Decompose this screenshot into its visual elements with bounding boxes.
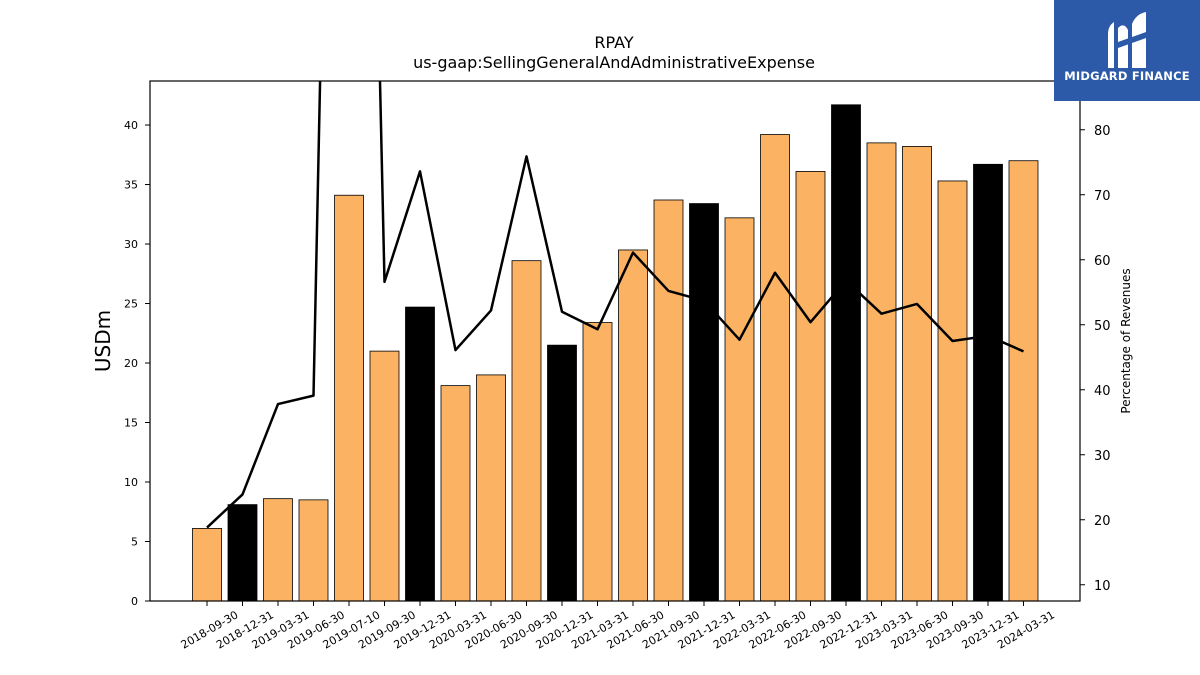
bar bbox=[1008, 160, 1039, 602]
y-tick-label: 15 bbox=[124, 417, 138, 430]
y-tick-label: 35 bbox=[124, 179, 138, 192]
bar bbox=[902, 146, 932, 602]
bar bbox=[724, 217, 755, 602]
y2-tick-label: 20 bbox=[1094, 514, 1111, 529]
y-tick-label: 40 bbox=[124, 119, 138, 132]
bar bbox=[227, 504, 258, 602]
bar bbox=[547, 344, 577, 602]
y-tick-label: 20 bbox=[124, 357, 138, 370]
y2-axis: 10 20 30 40 50 60 70 80 bbox=[1080, 124, 1111, 594]
bar bbox=[440, 385, 471, 602]
logo: MIDGARD FINANCE bbox=[1054, 0, 1200, 101]
bar bbox=[192, 528, 222, 602]
y2-tick-label: 80 bbox=[1094, 124, 1111, 139]
y-tick-label: 10 bbox=[124, 476, 138, 489]
bar bbox=[298, 499, 329, 602]
bar bbox=[405, 306, 435, 602]
y2-tick-label: 30 bbox=[1094, 449, 1111, 464]
bar bbox=[476, 374, 506, 602]
y2-tick-label: 70 bbox=[1094, 189, 1111, 204]
y2-tick-label: 60 bbox=[1094, 254, 1111, 269]
percentage-line bbox=[206, 81, 1025, 529]
y2-axis-label: Percentage of Revenues bbox=[1119, 268, 1133, 413]
bar bbox=[689, 203, 719, 602]
bar bbox=[618, 249, 648, 602]
y2-tick-label: 10 bbox=[1094, 579, 1111, 594]
bar bbox=[263, 498, 293, 602]
y-tick-label: 5 bbox=[131, 536, 138, 549]
logo-text: MIDGARD FINANCE bbox=[1064, 69, 1190, 83]
bar bbox=[760, 134, 790, 602]
midgard-logo-icon bbox=[1108, 12, 1146, 68]
chart-subtitle: us-gaap:SellingGeneralAndAdministrativeE… bbox=[413, 53, 815, 72]
y2-tick-label: 40 bbox=[1094, 384, 1111, 399]
bar bbox=[369, 350, 400, 602]
bar bbox=[582, 322, 613, 602]
bar bbox=[866, 142, 897, 602]
x-axis: 2018-09-302018-12-312019-03-312019-06-30… bbox=[179, 601, 1057, 652]
y-tick-label: 30 bbox=[124, 238, 138, 251]
bars bbox=[192, 104, 1039, 602]
y-axis: 0 5 10 15 20 25 30 35 40 bbox=[124, 119, 150, 608]
bar bbox=[511, 260, 542, 602]
y2-tick-label: 50 bbox=[1094, 319, 1111, 334]
bar bbox=[937, 180, 968, 602]
line-layer bbox=[206, 81, 1025, 529]
plot-frame bbox=[149, 80, 1081, 602]
y-tick-label: 25 bbox=[124, 298, 138, 311]
bar bbox=[795, 171, 826, 602]
y-axis-label: USDm bbox=[91, 310, 115, 372]
bar bbox=[334, 194, 364, 602]
y-tick-label: 0 bbox=[131, 595, 138, 608]
bar bbox=[831, 104, 861, 602]
chart-title: RPAY bbox=[594, 33, 633, 52]
bar bbox=[973, 163, 1003, 602]
bar bbox=[653, 199, 684, 602]
